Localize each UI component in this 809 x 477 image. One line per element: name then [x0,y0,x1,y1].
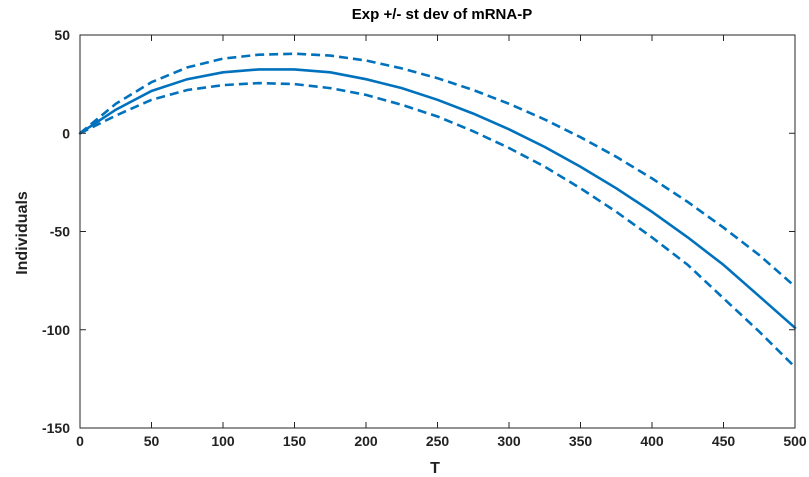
y-tick-label: -100 [42,322,70,338]
x-tick-label: 350 [569,433,593,449]
x-axis: 0 50 100 150 200 250 300 350 400 450 500 [76,35,807,449]
x-tick-label: 100 [211,433,235,449]
x-tick-label: 300 [497,433,521,449]
x-tick-label: 0 [76,433,84,449]
x-tick-label: 250 [426,433,450,449]
chart-title: Exp +/- st dev of mRNA-P [352,6,532,23]
x-tick-label: 500 [783,433,807,449]
x-tick-label: 50 [144,433,160,449]
x-tick-label: 450 [712,433,736,449]
x-tick-label: 200 [354,433,378,449]
y-tick-label: 0 [62,125,70,141]
y-axis-label: Individuals [14,191,31,275]
x-tick-label: 150 [283,433,307,449]
upper-std-line [79,52,796,288]
mean-line [78,68,797,330]
plot-frame [79,34,796,429]
x-axis-label: T [430,460,440,477]
lower-std-line [79,81,796,369]
x-tick-label: 400 [640,433,664,449]
y-tick-label: 50 [54,27,70,43]
y-axis: 50 0 -50 -100 -150 [42,27,795,436]
y-tick-label: -150 [42,420,70,436]
plot-lines [78,52,797,369]
y-tick-label: -50 [50,224,70,240]
